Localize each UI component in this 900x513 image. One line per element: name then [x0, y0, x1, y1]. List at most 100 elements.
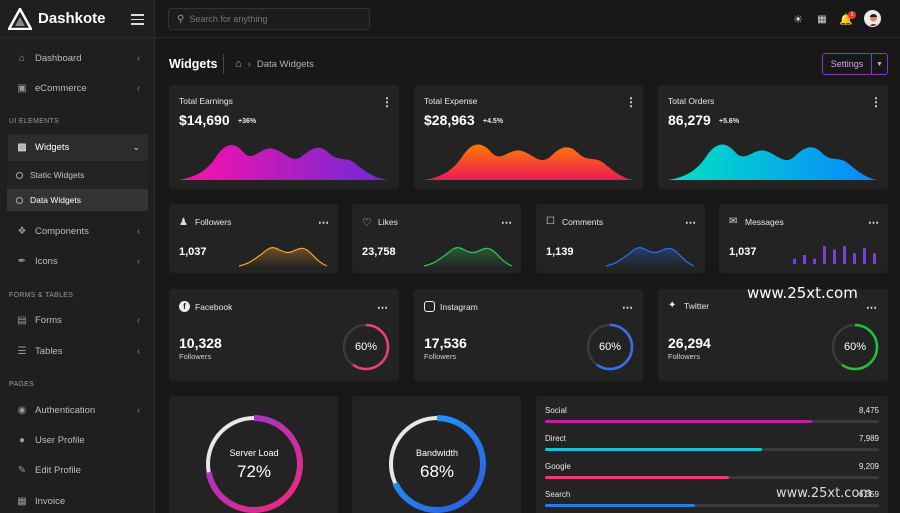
card-value: 23,758: [362, 246, 396, 258]
sidebar-item-dashboard[interactable]: ⌂ Dashboard ‹: [8, 45, 148, 71]
brand[interactable]: Dashkote: [0, 0, 154, 38]
card-label: Facebook: [195, 302, 233, 312]
edit-icon: ✎: [17, 464, 27, 476]
chevron-left-icon: ‹: [137, 315, 140, 325]
chevron-left-icon: ‹: [137, 346, 140, 356]
card-label: Total Orders: [668, 96, 715, 106]
traffic-sources-card: Social 8,475 Direct 7,989 Google 9,209 S…: [536, 396, 888, 513]
more-horizontal-icon[interactable]: ⋯: [377, 302, 388, 314]
sidebar-item-label: Invoice: [35, 495, 66, 507]
settings-dropdown-toggle[interactable]: ▼: [871, 53, 888, 75]
home-icon[interactable]: ⌂: [235, 58, 242, 70]
stat-card-messages: ✉ Messages ⋯ 1,037: [719, 204, 888, 273]
traffic-bar-track: [545, 448, 879, 451]
gauge-percent: 72%: [236, 462, 272, 481]
ring-percent: 60%: [354, 341, 378, 353]
card-label: Followers: [195, 217, 232, 227]
user-plus-icon: ♟: [179, 217, 188, 228]
sidebar-subitem-label: Data Widgets: [30, 195, 82, 205]
messages-bar: [873, 253, 876, 264]
sidebar-item-label: Icons: [35, 255, 58, 267]
chevron-down-icon: ⌄: [132, 142, 140, 152]
sidebar-item-icons[interactable]: ✒ Icons ‹: [8, 248, 148, 274]
earnings-area-chart: [179, 144, 389, 180]
card-value: 86,279: [668, 112, 711, 128]
facebook-progress-ring: [342, 323, 390, 371]
section-ui-elements: UI ELEMENTS: [9, 118, 59, 125]
sidebar-item-forms[interactable]: ▤ Forms ‹: [8, 307, 148, 333]
likes-sparkline: [424, 247, 513, 268]
more-vertical-icon[interactable]: ⋮: [625, 95, 637, 109]
social-card-instagram: Instagram ⋯ 17,536 Followers 60%: [414, 289, 643, 381]
traffic-bar-fill: [545, 448, 763, 451]
sidebar-item-invoice[interactable]: ▦ Invoice: [8, 488, 148, 513]
summary-card-earnings: Total Earnings $14,690 +36% ⋮: [169, 85, 399, 189]
sidebar-item-label: Dashboard: [35, 52, 82, 64]
messages-bar: [853, 253, 856, 264]
gauge-label: Server Load: [229, 448, 279, 458]
more-vertical-icon[interactable]: ⋮: [870, 95, 882, 109]
more-horizontal-icon[interactable]: ⋯: [318, 217, 329, 229]
sidebar-item-authentication[interactable]: ◉ Authentication ‹: [8, 397, 148, 423]
card-value: 1,139: [546, 246, 574, 258]
search-input[interactable]: [189, 14, 360, 24]
traffic-label: Search: [545, 490, 571, 499]
watermark-text: www.25xt.com: [776, 486, 873, 501]
stat-card-followers: ♟ Followers ⋯ 1,037: [169, 204, 338, 273]
messages-bar: [793, 258, 796, 264]
more-horizontal-icon[interactable]: ⋯: [868, 217, 879, 229]
expense-area-chart: [424, 144, 634, 180]
more-horizontal-icon[interactable]: ⋯: [622, 302, 633, 314]
traffic-label: Google: [545, 462, 571, 471]
card-value: $28,963: [424, 112, 475, 128]
sidebar-item-label: Edit Profile: [35, 464, 81, 476]
notification-badge: 1: [848, 11, 856, 19]
sidebar-item-user-profile[interactable]: ● User Profile: [8, 427, 148, 453]
card-sublabel: Followers: [668, 352, 701, 361]
sidebar-subitem-data-widgets[interactable]: Data Widgets: [7, 189, 148, 211]
more-horizontal-icon[interactable]: ⋯: [685, 217, 696, 229]
social-card-twitter: ✦ Twitter ⋯ 26,294 Followers 60%: [658, 289, 888, 381]
summary-card-orders: Total Orders 86,279 +5.6% ⋮: [658, 85, 888, 189]
sidebar-item-tables[interactable]: ☰ Tables ‹: [8, 338, 148, 364]
feather-icon: ✒: [17, 255, 27, 267]
mail-icon: ✉: [729, 216, 738, 227]
chevron-left-icon: ‹: [137, 405, 140, 415]
stat-card-comments: ☐ Comments ⋯ 1,139: [536, 204, 705, 273]
sidebar-item-widgets[interactable]: ▩ Widgets ⌄: [8, 134, 148, 161]
instagram-progress-ring: [586, 323, 634, 371]
messages-bar: [863, 247, 866, 264]
more-horizontal-icon[interactable]: ⋯: [501, 217, 512, 229]
sidebar-item-edit-profile[interactable]: ✎ Edit Profile: [8, 457, 148, 483]
summary-card-expense: Total Expense $28,963 +4.5% ⋮: [414, 85, 643, 189]
gauge-label: Bandwidth: [415, 448, 459, 458]
traffic-value: 6,359: [858, 490, 879, 499]
apps-grid-icon[interactable]: ▦: [817, 13, 827, 25]
sidebar-item-label: Components: [35, 225, 89, 237]
heart-icon: ♡: [362, 217, 372, 229]
card-value: 1,037: [729, 246, 757, 258]
sidebar-subitem-static-widgets[interactable]: Static Widgets: [7, 164, 148, 186]
search-box[interactable]: ⚲: [168, 8, 370, 30]
theme-toggle-icon[interactable]: ☀: [793, 13, 803, 26]
card-change: +5.6%: [719, 118, 740, 125]
card-sublabel: Followers: [179, 352, 212, 361]
more-horizontal-icon[interactable]: ⋯: [866, 302, 877, 314]
avatar-image: [865, 11, 880, 26]
more-vertical-icon[interactable]: ⋮: [381, 95, 393, 109]
sidebar-item-ecommerce[interactable]: ▣ eCommerce ‹: [8, 75, 148, 101]
menu-toggle-icon[interactable]: [131, 14, 144, 25]
gauge-card-server-load: Server Load 72%: [169, 396, 338, 513]
section-forms-tables: FORMS & TABLES: [9, 292, 74, 299]
card-label: Messages: [745, 217, 784, 227]
bandwidth-gauge: [388, 415, 486, 513]
avatar[interactable]: [864, 10, 881, 27]
card-value: $14,690: [179, 112, 230, 128]
sidebar-item-components[interactable]: ❖ Components ‹: [8, 218, 148, 244]
traffic-value: 9,209: [858, 462, 879, 471]
sidebar-item-label: eCommerce: [35, 82, 87, 94]
card-label: Twitter: [684, 301, 710, 311]
card-value: 1,037: [179, 246, 207, 258]
orders-area-chart: [668, 144, 878, 180]
settings-button[interactable]: Settings: [822, 53, 872, 75]
